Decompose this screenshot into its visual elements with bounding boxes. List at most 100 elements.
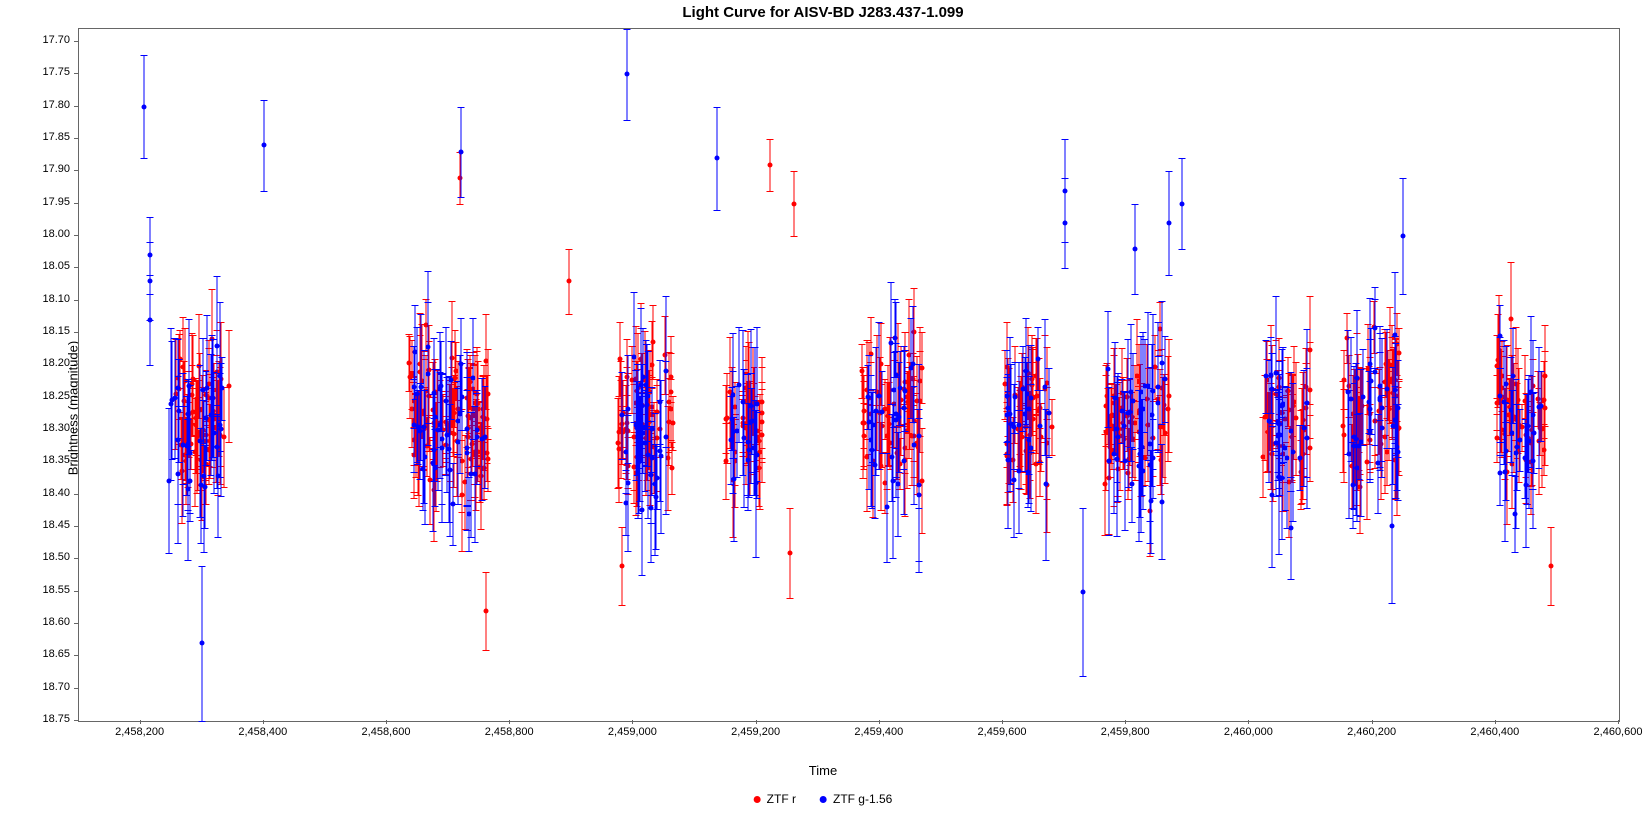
data-point: [1549, 563, 1554, 568]
data-point: [460, 394, 465, 399]
data-point: [620, 413, 625, 418]
data-point: [1005, 405, 1010, 410]
data-point: [1062, 221, 1067, 226]
data-point: [732, 476, 737, 481]
data-point: [175, 386, 180, 391]
data-point: [1155, 400, 1160, 405]
x-tick-label: 2,458,200: [115, 726, 164, 738]
data-point: [885, 505, 890, 510]
data-point: [1106, 459, 1111, 464]
y-tick-label: 18.40: [30, 487, 70, 499]
light-curve-chart: Light Curve for AISV-BD J283.437-1.099 B…: [0, 0, 1646, 816]
data-point: [1141, 406, 1146, 411]
data-point: [465, 426, 470, 431]
data-point: [1503, 381, 1508, 386]
data-point: [890, 455, 895, 460]
data-point: [1016, 469, 1021, 474]
legend-item-ztf-r: ZTF r: [754, 792, 796, 806]
data-point: [670, 465, 675, 470]
y-tick-label: 18.70: [30, 681, 70, 693]
x-tick-label: 2,460,600: [1594, 726, 1643, 738]
data-point: [1367, 400, 1372, 405]
data-point: [215, 343, 220, 348]
y-tick-label: 17.85: [30, 131, 70, 143]
data-point: [193, 416, 198, 421]
x-tick-label: 2,459,000: [608, 726, 657, 738]
data-point: [1308, 347, 1313, 352]
data-point: [1384, 449, 1389, 454]
data-point: [431, 460, 436, 465]
data-point: [653, 481, 658, 486]
data-point: [218, 423, 223, 428]
data-point: [1522, 456, 1527, 461]
data-point: [1498, 471, 1503, 476]
data-point: [901, 405, 906, 410]
data-point: [632, 355, 637, 360]
data-point: [1298, 455, 1303, 460]
data-point: [640, 374, 645, 379]
data-point: [1397, 351, 1402, 356]
data-point: [451, 502, 456, 507]
data-point: [1494, 400, 1499, 405]
data-point: [911, 443, 916, 448]
data-point: [1368, 361, 1373, 366]
data-point: [671, 421, 676, 426]
data-point: [870, 447, 875, 452]
data-point: [624, 449, 629, 454]
y-tick-label: 18.55: [30, 584, 70, 596]
data-point: [1116, 434, 1121, 439]
data-point: [1150, 412, 1155, 417]
data-point: [1340, 424, 1345, 429]
data-point: [1392, 418, 1397, 423]
legend: ZTF r ZTF g-1.56: [754, 792, 893, 806]
data-point: [1129, 390, 1134, 395]
data-point: [1355, 375, 1360, 380]
data-point: [201, 473, 206, 478]
data-point: [443, 398, 448, 403]
y-tick-label: 18.45: [30, 519, 70, 531]
x-tick-label: 2,460,200: [1347, 726, 1396, 738]
data-point: [724, 417, 729, 422]
data-point: [1372, 369, 1377, 374]
data-point: [1345, 390, 1350, 395]
data-point: [418, 428, 423, 433]
data-point: [1163, 431, 1168, 436]
data-point: [1290, 450, 1295, 455]
data-point: [623, 500, 628, 505]
data-point: [893, 417, 898, 422]
data-point: [474, 427, 479, 432]
data-point: [648, 472, 653, 477]
data-point: [638, 383, 643, 388]
data-point: [449, 377, 454, 382]
data-point: [916, 483, 921, 488]
data-point: [669, 375, 674, 380]
data-point: [1163, 376, 1168, 381]
data-point: [625, 72, 630, 77]
data-point: [181, 443, 186, 448]
legend-label: ZTF g-1.56: [833, 792, 892, 806]
data-point: [616, 429, 621, 434]
data-point: [1360, 394, 1365, 399]
y-tick-label: 17.90: [30, 163, 70, 175]
data-point: [1046, 410, 1051, 415]
y-tick-label: 18.65: [30, 648, 70, 660]
data-point: [440, 446, 445, 451]
data-point: [1494, 436, 1499, 441]
data-point: [1508, 407, 1513, 412]
data-point: [873, 409, 878, 414]
data-point: [190, 392, 195, 397]
y-tick-label: 18.30: [30, 422, 70, 434]
data-point: [406, 360, 411, 365]
data-point: [1280, 402, 1285, 407]
x-tick-label: 2,459,800: [1101, 726, 1150, 738]
data-point: [147, 318, 152, 323]
data-point: [1280, 476, 1285, 481]
legend-marker-red: [754, 796, 761, 803]
data-point: [893, 336, 898, 341]
data-point: [1049, 425, 1054, 430]
data-point: [755, 402, 760, 407]
y-tick-label: 18.15: [30, 325, 70, 337]
x-tick-label: 2,460,400: [1470, 726, 1519, 738]
data-point: [639, 507, 644, 512]
data-point: [1538, 403, 1543, 408]
